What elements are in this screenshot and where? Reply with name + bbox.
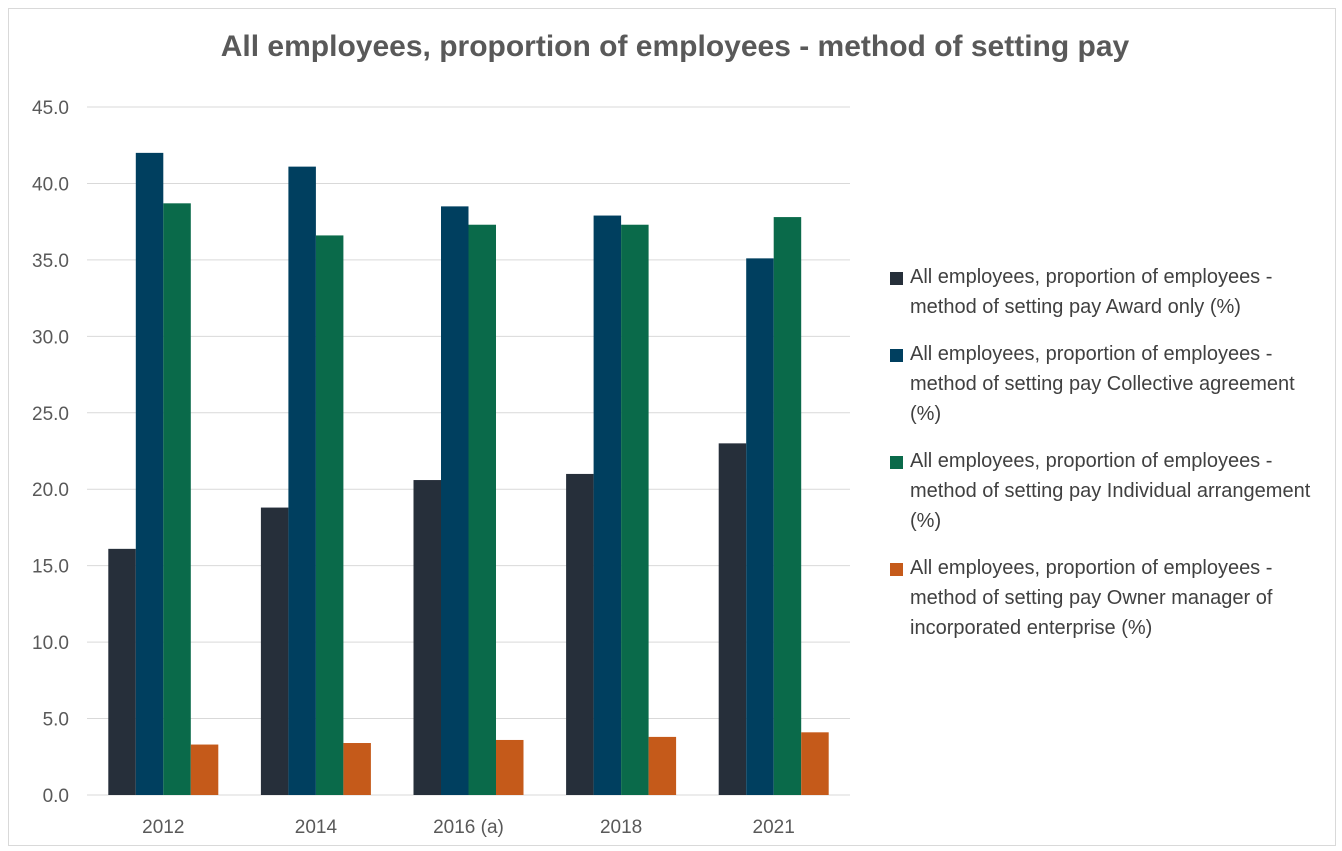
bar	[593, 215, 622, 795]
legend-swatch	[890, 272, 903, 285]
bar	[108, 548, 136, 795]
bar	[260, 507, 289, 795]
y-tick-label: 25.0	[32, 404, 69, 425]
y-tick-label: 15.0	[32, 557, 69, 578]
y-tick-label: 10.0	[32, 633, 69, 654]
legend-label: All employees, proportion of employees -…	[910, 343, 1295, 425]
bar	[746, 258, 774, 795]
legend-item: All employees, proportion of employees -…	[890, 262, 1330, 322]
x-tick-label: 2014	[295, 817, 338, 838]
bar	[190, 744, 219, 795]
bar	[343, 743, 371, 795]
y-tick-label: 45.0	[32, 98, 69, 119]
legend-swatch	[890, 349, 903, 362]
bar	[441, 206, 469, 795]
bar	[773, 217, 802, 795]
chart-title: All employees, proportion of employees -…	[220, 30, 1130, 63]
y-tick-label: 40.0	[32, 174, 69, 195]
x-tick-label: 2012	[142, 817, 184, 838]
legend-item: All employees, proportion of employees -…	[890, 446, 1330, 536]
bar	[566, 473, 594, 795]
bar	[135, 152, 164, 795]
bar	[163, 203, 191, 795]
chart-frame	[8, 8, 1336, 846]
bar	[315, 235, 344, 796]
bar	[621, 224, 649, 796]
bar	[413, 480, 441, 795]
bar	[496, 739, 524, 795]
legend-item: All employees, proportion of employees -…	[890, 339, 1330, 429]
legend-label: All employees, proportion of employees -…	[910, 450, 1311, 532]
y-tick-label: 30.0	[32, 327, 69, 348]
bar	[648, 736, 677, 795]
y-tick-label: 20.0	[32, 480, 69, 501]
bar	[288, 166, 316, 796]
y-tick-label: 35.0	[32, 251, 69, 272]
legend-label: All employees, proportion of employees -…	[910, 266, 1273, 318]
chart-legend: All employees, proportion of employees -…	[890, 262, 1330, 643]
legend-label: All employees, proportion of employees -…	[910, 557, 1273, 639]
y-tick-label: 5.0	[43, 710, 69, 731]
y-tick-label: 0.0	[43, 786, 69, 807]
x-tick-label: 2016 (a)	[433, 817, 504, 838]
legend-swatch	[890, 563, 903, 576]
x-tick-label: 2018	[600, 817, 642, 838]
bar	[718, 443, 747, 795]
bar	[468, 224, 496, 796]
bar	[801, 732, 829, 795]
legend-item: All employees, proportion of employees -…	[890, 553, 1330, 643]
legend-swatch	[890, 456, 903, 469]
x-tick-label: 2021	[753, 817, 795, 838]
